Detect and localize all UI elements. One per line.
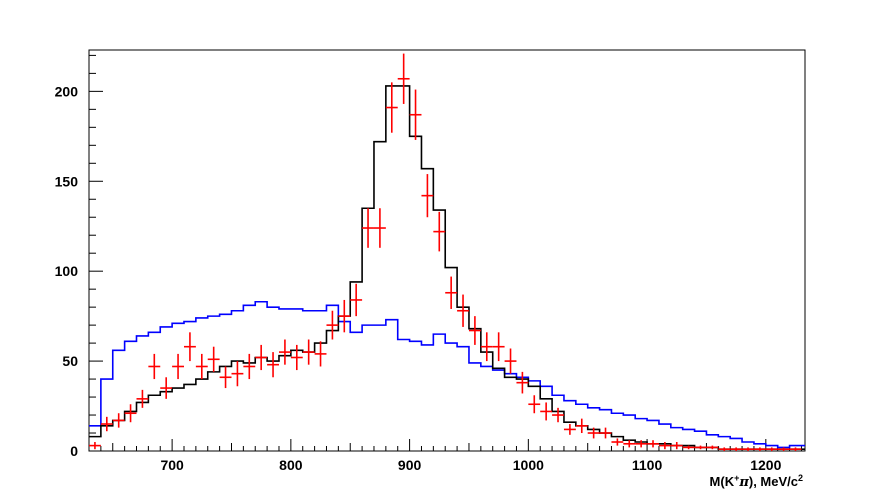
data-point bbox=[373, 208, 386, 248]
data-point bbox=[326, 310, 339, 340]
data-point bbox=[385, 82, 398, 133]
axis-ticks bbox=[89, 54, 802, 452]
data-point bbox=[314, 341, 327, 367]
x-tick-label: 700 bbox=[160, 457, 184, 473]
data-point bbox=[397, 53, 410, 104]
data-point bbox=[172, 353, 184, 380]
data-point bbox=[623, 440, 636, 448]
x-tick-label: 1100 bbox=[632, 457, 663, 473]
data-point bbox=[765, 447, 778, 451]
data-point bbox=[219, 366, 232, 389]
data-point bbox=[468, 316, 481, 345]
data-point bbox=[706, 445, 719, 450]
data-points bbox=[89, 53, 802, 451]
y-tick-label: 0 bbox=[70, 443, 78, 459]
data-point bbox=[587, 427, 600, 439]
data-point bbox=[480, 332, 493, 362]
data-point bbox=[100, 416, 113, 432]
x-tick-label: 1000 bbox=[513, 457, 544, 473]
y-tick-label: 100 bbox=[55, 263, 79, 279]
data-point bbox=[267, 352, 279, 378]
x-tick-label: 900 bbox=[398, 457, 422, 473]
data-point bbox=[124, 404, 137, 423]
data-point bbox=[207, 346, 220, 372]
data-point bbox=[789, 447, 802, 451]
data-point bbox=[338, 299, 351, 333]
data-point bbox=[195, 353, 208, 380]
data-point bbox=[528, 395, 541, 414]
data-point bbox=[255, 344, 268, 371]
data-point bbox=[694, 445, 707, 450]
data-point bbox=[599, 427, 612, 439]
data-point bbox=[433, 211, 446, 252]
data-point bbox=[112, 413, 125, 428]
data-point bbox=[136, 389, 149, 408]
data-point bbox=[658, 442, 671, 450]
x-tick-label: 800 bbox=[279, 457, 303, 473]
data-point bbox=[278, 339, 291, 365]
tick-labels: 700 800 900 1000 1100 1200 0 50 100 150 200 bbox=[55, 83, 782, 473]
data-point bbox=[492, 332, 505, 362]
data-point bbox=[409, 89, 422, 140]
y-tick-label: 200 bbox=[55, 83, 79, 99]
data-point bbox=[516, 371, 529, 394]
data-point bbox=[540, 402, 553, 421]
series-layer bbox=[89, 53, 805, 451]
data-point bbox=[421, 174, 434, 218]
data-point bbox=[183, 332, 196, 362]
data-point bbox=[635, 440, 648, 448]
data-point bbox=[552, 407, 564, 423]
y-tick-label: 50 bbox=[62, 353, 78, 369]
data-point bbox=[290, 344, 303, 371]
data-point bbox=[563, 424, 576, 435]
data-point bbox=[231, 361, 244, 387]
data-point bbox=[445, 276, 458, 309]
data-point bbox=[243, 353, 256, 380]
data-point bbox=[742, 447, 754, 451]
data-point bbox=[753, 447, 766, 451]
histogram-line-0 bbox=[89, 300, 805, 449]
data-point bbox=[730, 447, 743, 451]
data-point bbox=[777, 447, 790, 451]
data-point bbox=[160, 377, 173, 399]
data-point bbox=[457, 294, 469, 327]
data-point bbox=[302, 339, 315, 365]
data-point bbox=[89, 442, 101, 450]
data-point bbox=[362, 208, 374, 248]
y-tick-label: 150 bbox=[55, 173, 79, 189]
x-axis-title: M(K+π), MeV/c2 bbox=[710, 473, 803, 490]
histogram-line-1 bbox=[89, 85, 805, 451]
data-point bbox=[504, 348, 517, 374]
data-point bbox=[647, 440, 659, 448]
data-point bbox=[611, 438, 624, 446]
data-point bbox=[670, 442, 683, 450]
data-point bbox=[682, 445, 695, 450]
x-tick-label: 1200 bbox=[750, 457, 781, 473]
plot-frame bbox=[88, 49, 806, 452]
data-point bbox=[718, 447, 731, 451]
data-point bbox=[148, 353, 161, 380]
data-point bbox=[350, 283, 363, 317]
data-point bbox=[575, 418, 588, 434]
